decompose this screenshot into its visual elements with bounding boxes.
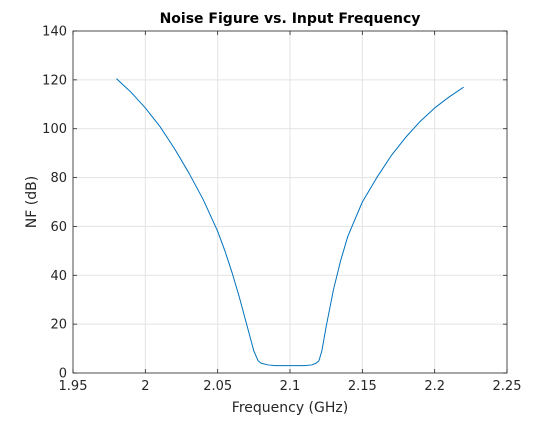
x-tick-label: 2.1 (280, 379, 301, 394)
series-layer (116, 78, 464, 367)
chart-title: Noise Figure vs. Input Frequency (160, 11, 421, 27)
y-axis-label: NF (dB) (24, 176, 40, 228)
y-tick-label: 20 (50, 318, 67, 333)
x-tick-label: 2.2 (424, 379, 445, 394)
x-tick-label: 2.05 (203, 379, 232, 394)
x-axis-label: Frequency (GHz) (232, 400, 348, 416)
y-tick-label: 80 (50, 171, 67, 186)
x-tick-label: 1.95 (59, 379, 88, 394)
y-tick-label: 120 (42, 73, 67, 88)
ticks (72, 30, 508, 374)
y-tick-label: 140 (42, 25, 67, 40)
tick-labels: 1.95 2 2.05 2.1 2.15 2.2 2.25 0 20 40 60 80 100 120 14… (42, 25, 521, 395)
y-tick-label: 100 (42, 122, 67, 137)
y-tick-label: 0 (59, 367, 67, 382)
x-tick-label: 2 (141, 379, 149, 394)
nf-series-line (116, 78, 464, 367)
x-tick-label: 2.15 (348, 379, 377, 394)
y-tick-label: 60 (50, 220, 67, 235)
y-tick-label: 40 (50, 269, 67, 284)
x-tick-label: 2.25 (493, 379, 522, 394)
